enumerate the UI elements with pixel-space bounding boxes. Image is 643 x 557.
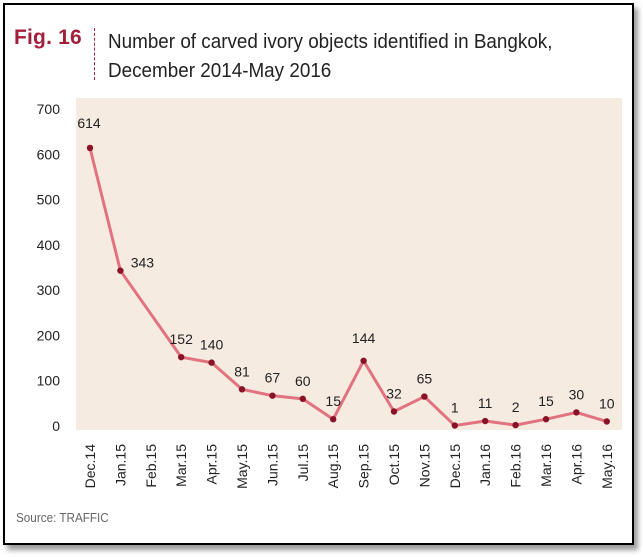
data-point bbox=[117, 267, 124, 274]
data-point bbox=[512, 421, 519, 429]
data-label: 15 bbox=[325, 393, 341, 409]
x-tick-label: Dec.15 bbox=[447, 444, 463, 489]
y-tick-label: 0 bbox=[52, 418, 60, 434]
data-point bbox=[451, 422, 458, 429]
data-point bbox=[299, 395, 306, 403]
y-tick-label: 100 bbox=[37, 373, 61, 389]
figure-label: Fig. 16 bbox=[14, 26, 82, 49]
x-tick-label: Jun.15 bbox=[264, 444, 280, 486]
data-point bbox=[178, 353, 185, 361]
data-label: 60 bbox=[295, 373, 311, 389]
x-tick-label: Mar.16 bbox=[538, 444, 554, 487]
data-label: 81 bbox=[234, 363, 250, 379]
data-point bbox=[603, 418, 610, 425]
chart-title-line1: Number of carved ivory objects identifie… bbox=[108, 30, 553, 53]
x-tick-label: Mar.15 bbox=[173, 444, 189, 487]
data-label: 67 bbox=[265, 370, 281, 386]
data-point bbox=[238, 386, 246, 393]
x-tick-label: Feb.15 bbox=[143, 444, 159, 488]
data-label: 343 bbox=[131, 255, 155, 271]
x-tick-label: Sep.15 bbox=[356, 444, 372, 489]
chart-title-line2: December 2014-May 2016 bbox=[108, 59, 332, 82]
data-label: 10 bbox=[599, 395, 615, 411]
x-tick-label: Jan.16 bbox=[477, 444, 493, 486]
data-label: 140 bbox=[200, 337, 224, 353]
x-tick-label: Dec.14 bbox=[82, 444, 98, 489]
y-tick-label: 300 bbox=[37, 282, 61, 298]
data-point bbox=[482, 417, 489, 425]
data-point bbox=[330, 416, 337, 423]
data-label: 32 bbox=[386, 386, 402, 402]
y-tick-label: 400 bbox=[37, 237, 61, 253]
data-label: 144 bbox=[352, 330, 376, 346]
x-tick-label: Apr.15 bbox=[204, 444, 220, 485]
data-point bbox=[390, 408, 398, 415]
x-tick-label: Jan.15 bbox=[112, 444, 128, 486]
x-tick-label: Apr.16 bbox=[568, 444, 584, 485]
data-label: 2 bbox=[512, 399, 520, 415]
x-tick-label: May.16 bbox=[599, 444, 615, 489]
data-label: 614 bbox=[77, 115, 101, 131]
data-point bbox=[269, 392, 276, 399]
x-tick-label: Jul.15 bbox=[295, 444, 311, 482]
plot-area bbox=[76, 98, 622, 430]
x-tick-label: Nov.15 bbox=[416, 444, 432, 488]
y-tick-label: 500 bbox=[37, 192, 61, 208]
y-tick-label: 600 bbox=[37, 146, 61, 162]
data-label: 30 bbox=[569, 386, 585, 402]
data-point bbox=[86, 144, 94, 152]
data-label: 15 bbox=[538, 393, 554, 409]
y-tick-label: 700 bbox=[37, 101, 61, 117]
y-tick-label: 200 bbox=[37, 327, 61, 343]
data-point bbox=[542, 416, 550, 423]
data-label: 65 bbox=[417, 371, 433, 387]
chart-title: Number of carved ivory objects identifie… bbox=[108, 27, 586, 85]
source-note: Source: TRAFFIC bbox=[16, 510, 109, 525]
data-point bbox=[208, 359, 215, 366]
x-tick-label: Feb.16 bbox=[508, 444, 524, 488]
x-tick-label: Aug.15 bbox=[325, 444, 341, 489]
data-label: 11 bbox=[478, 395, 493, 411]
data-label: 152 bbox=[170, 331, 194, 347]
data-point bbox=[360, 357, 367, 364]
data-point bbox=[573, 409, 580, 416]
x-tick-label: May.15 bbox=[234, 444, 250, 489]
data-label: 1 bbox=[451, 400, 459, 416]
title-divider bbox=[94, 28, 95, 80]
x-tick-label: Oct.15 bbox=[386, 444, 402, 485]
data-point bbox=[421, 393, 428, 400]
